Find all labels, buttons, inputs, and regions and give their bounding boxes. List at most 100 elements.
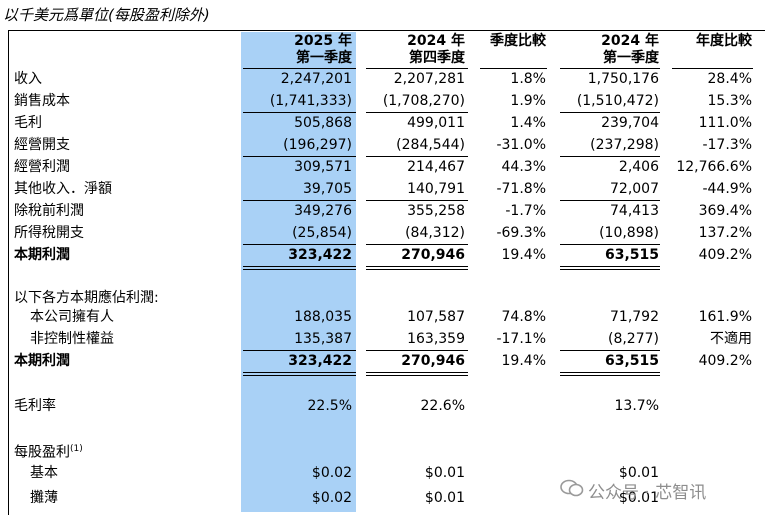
value-2024q4: $0.01 bbox=[424, 465, 465, 481]
row-rule bbox=[560, 112, 660, 113]
value-qoq: 1.4% bbox=[510, 115, 546, 131]
value-2025q1: 323,422 bbox=[288, 247, 352, 263]
row-rule bbox=[243, 200, 356, 201]
value-2024q4: 270,946 bbox=[401, 247, 465, 263]
double-rule bbox=[560, 372, 660, 376]
value-2024q4: (284,544) bbox=[396, 137, 465, 153]
value-2024q1: (10,898) bbox=[599, 225, 659, 241]
value-yoy: 12,766.6% bbox=[676, 159, 752, 175]
table-row-eps-heading: 每股盈利(1) bbox=[0, 438, 768, 461]
value-yoy: 369.4% bbox=[698, 203, 752, 219]
header-rule bbox=[672, 68, 753, 69]
value-2025q1: (196,297) bbox=[283, 137, 352, 153]
value-2024q1: (8,277) bbox=[607, 331, 659, 347]
value-2024q4: 22.6% bbox=[420, 398, 465, 414]
value-2025q1: $0.02 bbox=[311, 465, 352, 481]
value-qoq: 19.4% bbox=[501, 247, 546, 263]
wechat-icon bbox=[560, 479, 584, 497]
value-qoq: -1.7% bbox=[505, 203, 546, 219]
double-rule bbox=[366, 266, 468, 270]
row-label: 基本 bbox=[30, 465, 58, 481]
value-2024q1: 71,792 bbox=[610, 309, 659, 325]
value-2024q1: 239,704 bbox=[601, 115, 659, 131]
value-2024q4: 163,359 bbox=[407, 331, 465, 347]
value-2025q1: 188,035 bbox=[294, 309, 352, 325]
double-rule bbox=[243, 266, 356, 270]
column-header-yoy: 年度比較 bbox=[696, 33, 752, 49]
row-rule bbox=[366, 244, 468, 245]
table-row-attributable-heading: 以下各方本期應佔利潤: bbox=[0, 287, 768, 309]
table-row-profit-for-period: 本期利潤 323,422 270,946 19.4% 63,515 409.2% bbox=[0, 244, 768, 266]
value-2025q1: (1,741,333) bbox=[269, 93, 352, 109]
value-qoq: 74.8% bbox=[501, 309, 546, 325]
value-2025q1: 22.5% bbox=[307, 398, 352, 414]
value-2024q1: 74,413 bbox=[610, 203, 659, 219]
value-qoq: -69.3% bbox=[496, 225, 546, 241]
row-rule bbox=[560, 156, 660, 157]
row-label: 以下各方本期應佔利潤: bbox=[14, 290, 159, 306]
double-rule bbox=[560, 266, 660, 270]
double-rule bbox=[366, 372, 468, 376]
value-qoq: -17.1% bbox=[496, 331, 546, 347]
value-yoy: -44.9% bbox=[702, 181, 752, 197]
table-row-other-income: 其他收入．淨額 39,705 140,791 -71.8% 72,007 -44… bbox=[0, 178, 768, 200]
value-2025q1: 39,705 bbox=[303, 181, 352, 197]
column-header-qoq: 季度比較 bbox=[490, 33, 546, 49]
table-row-profit-before-tax: 除稅前利潤 349,276 355,258 -1.7% 74,413 369.4… bbox=[0, 200, 768, 222]
value-qoq: -31.0% bbox=[496, 137, 546, 153]
value-2025q1: 135,387 bbox=[294, 331, 352, 347]
row-rule bbox=[243, 112, 356, 113]
row-label: 本期利潤 bbox=[14, 247, 70, 263]
row-label: 經營開支 bbox=[14, 137, 70, 153]
table-row-profit-for-period-total: 本期利潤 323,422 270,946 19.4% 63,515 409.2% bbox=[0, 350, 768, 372]
column-header-2024q1: 2024 年第一季度 bbox=[601, 33, 659, 66]
row-rule bbox=[243, 244, 356, 245]
header-rule bbox=[366, 68, 468, 69]
value-qoq: 1.9% bbox=[510, 93, 546, 109]
row-label: 本期利潤 bbox=[14, 353, 70, 369]
value-yoy: 15.3% bbox=[707, 93, 752, 109]
row-label: 非控制性權益 bbox=[30, 331, 114, 347]
value-2024q1: 13.7% bbox=[614, 398, 659, 414]
value-2025q1: (25,854) bbox=[292, 225, 352, 241]
row-label: 毛利 bbox=[14, 115, 42, 131]
table-row-revenue: 收入 2,247,201 2,207,281 1.8% 1,750,176 28… bbox=[0, 68, 768, 90]
header-rule bbox=[480, 68, 547, 69]
footnote-marker: (1) bbox=[70, 444, 83, 454]
table-row-gross-margin: 毛利率 22.5% 22.6% 13.7% bbox=[0, 395, 768, 417]
row-rule bbox=[243, 156, 356, 157]
value-yoy: -17.3% bbox=[702, 137, 752, 153]
row-label: 攤薄 bbox=[30, 490, 58, 506]
value-qoq: 1.8% bbox=[510, 71, 546, 87]
value-yoy: 不適用 bbox=[710, 331, 752, 347]
row-label: 收入 bbox=[14, 71, 42, 87]
row-label: 本公司擁有人 bbox=[30, 309, 114, 325]
header-rule bbox=[560, 68, 660, 69]
value-2024q1: 1,750,176 bbox=[587, 71, 659, 87]
double-rule bbox=[243, 372, 356, 376]
value-yoy: 28.4% bbox=[707, 71, 752, 87]
row-label: 毛利率 bbox=[14, 398, 56, 414]
table-row-eps-diluted: 攤薄 $0.02 $0.01 $0.01 bbox=[0, 487, 768, 509]
value-2025q1: $0.02 bbox=[311, 490, 352, 506]
value-2024q4: 499,011 bbox=[407, 115, 465, 131]
value-2024q1: (237,298) bbox=[590, 137, 659, 153]
column-header-2025q1: 2025 年第一季度 bbox=[294, 33, 352, 66]
value-qoq: 44.3% bbox=[501, 159, 546, 175]
row-label: 經營利潤 bbox=[14, 159, 70, 175]
value-2025q1: 309,571 bbox=[294, 159, 352, 175]
value-2025q1: 323,422 bbox=[288, 353, 352, 369]
row-rule bbox=[366, 350, 468, 351]
table-row-non-controlling: 非控制性權益 135,387 163,359 -17.1% (8,277) 不適… bbox=[0, 328, 768, 350]
table-row-owners: 本公司擁有人 188,035 107,587 74.8% 71,792 161.… bbox=[0, 306, 768, 328]
value-2024q1: 72,007 bbox=[610, 181, 659, 197]
table-row-cost-of-sales: 銷售成本 (1,741,333) (1,708,270) 1.9% (1,510… bbox=[0, 90, 768, 112]
value-2025q1: 349,276 bbox=[294, 203, 352, 219]
value-2024q1: 63,515 bbox=[604, 353, 659, 369]
header-rule bbox=[243, 68, 356, 69]
row-rule bbox=[243, 350, 356, 351]
table-frame bbox=[8, 30, 765, 515]
value-yoy: 111.0% bbox=[698, 115, 752, 131]
value-2024q4: 107,587 bbox=[407, 309, 465, 325]
table-row-operating-profit: 經營利潤 309,571 214,467 44.3% 2,406 12,766.… bbox=[0, 156, 768, 178]
